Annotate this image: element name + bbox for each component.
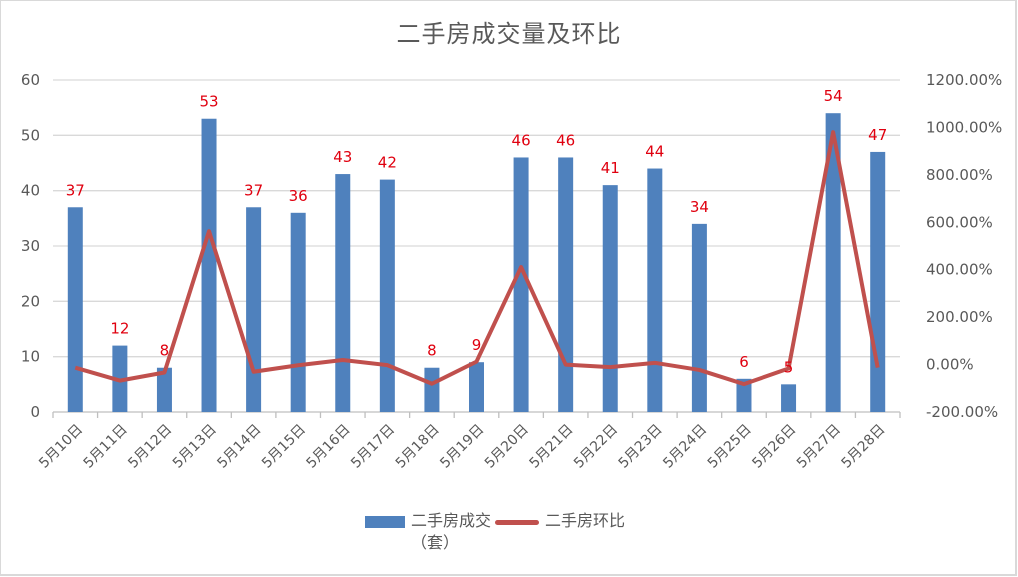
right-axis-tick: 0.00% [926,356,974,374]
x-axis-label: 5月24日 [660,422,710,472]
left-axis-tick: 0 [30,403,40,421]
x-axis-label: 5月23日 [616,422,666,472]
bar [335,174,351,412]
legend-bar-label: 二手房成交 [411,511,492,530]
bar [290,212,306,412]
x-axis-label: 5月12日 [125,422,175,472]
bar [781,384,797,412]
bar [513,157,529,412]
bar-data-label: 53 [199,93,218,111]
bar-data-label: 41 [601,159,620,177]
bar [246,207,262,412]
x-axis-label: 5月25日 [705,422,755,472]
chart-title: 二手房成交量及环比 [396,20,622,48]
bar-data-label: 5 [784,358,794,376]
bar [558,157,574,412]
bar-data-label: 6 [739,353,749,371]
left-axis-tick: 40 [21,182,40,200]
bar [67,207,83,412]
bar [379,179,395,412]
right-axis-tick: 800.00% [926,166,993,184]
x-axis-label: 5月13日 [170,422,220,472]
bar [602,185,618,412]
right-axis-tick: 200.00% [926,308,993,326]
legend-item-bar: 二手房成交 （套） [365,510,491,554]
bar-data-label: 37 [244,181,263,199]
bar [825,113,841,412]
x-axis-label: 5月17日 [348,422,398,472]
legend: 二手房成交 （套） 二手房环比 [365,510,625,554]
bar-data-label: 47 [868,126,887,144]
bar-data-label: 46 [512,131,531,149]
bar [736,378,752,412]
x-axis-label: 5月18日 [393,422,443,472]
x-axis-label: 5月20日 [482,422,532,472]
x-axis-label: 5月26日 [749,422,799,472]
x-axis-label: 5月28日 [839,422,889,472]
x-axis-label: 5月10日 [36,422,86,472]
ratio-line [74,130,880,387]
x-axis-label: 5月14日 [214,422,264,472]
left-axis-tick: 30 [21,237,40,255]
bar-data-label: 12 [110,320,129,338]
bar-data-label: 46 [556,131,575,149]
bar-data-label: 36 [289,187,308,205]
bar-data-label: 9 [472,336,482,354]
right-axis-tick: 400.00% [926,261,993,279]
bar-data-label: 34 [690,198,709,216]
right-axis-tick: 1200.00% [926,71,1002,89]
right-axis-tick: -200.00% [926,403,998,421]
left-axis-tick: 60 [21,71,40,89]
legend-bar-swatch [365,516,405,528]
bar-data-label: 37 [66,181,85,199]
bar [647,168,663,412]
x-axis-label: 5月21日 [526,422,576,472]
legend-bar-label-unit: （套） [411,533,460,552]
bar-data-label: 8 [160,342,170,360]
x-axis-label: 5月16日 [304,422,354,472]
bar-data-label: 42 [378,154,397,172]
bar-data-label: 43 [333,148,352,166]
x-axis-label: 5月22日 [571,422,621,472]
left-axis-tick: 20 [21,292,40,310]
left-axis-tick: 50 [21,126,40,144]
bar [870,151,886,412]
bar-data-label: 8 [427,342,437,360]
bar [424,367,440,412]
bar-data-label: 44 [645,143,664,161]
bar-data-label: 54 [824,87,843,105]
right-axis-tick: 600.00% [926,213,993,231]
right-axis-tick: 1000.00% [926,118,1002,136]
left-axis-tick: 10 [21,348,40,366]
x-axis-label: 5月27日 [794,422,844,472]
bar [469,362,484,412]
bar [156,367,172,412]
x-axis-label: 5月15日 [259,422,309,472]
legend-line-label: 二手房环比 [545,511,626,530]
x-axis-label: 5月11日 [81,422,131,472]
legend-line-swatch [495,520,540,525]
legend-item-line: 二手房环比 [495,510,625,532]
x-axis-label: 5月19日 [437,422,487,472]
bar [201,118,217,412]
bar [691,223,707,412]
